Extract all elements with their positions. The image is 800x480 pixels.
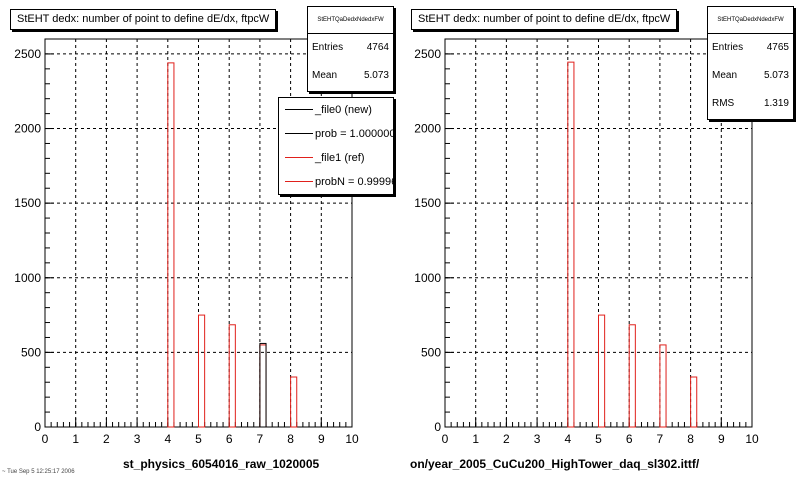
histogram-panel-2: 0 1 2 3 4 5 6 7 8 9 10 0 500 1000 1500 2000 2500 (414, 38, 759, 446)
legend-swatch (285, 109, 313, 110)
legend-label: prob = 1.000000 (315, 128, 394, 140)
stats-box-left: StEHTQaDedxNdedxFW Entries 4764 Mean 5.0… (307, 6, 394, 92)
x-tick-label: 3 (134, 432, 141, 446)
legend-swatch (285, 133, 313, 134)
stats-value: 1.319 (763, 98, 789, 109)
y-tick-label: 0 (34, 420, 41, 434)
x-tick-label: 10 (745, 432, 759, 446)
x-tick-label: 6 (626, 432, 633, 446)
x-tick-label: 7 (657, 432, 664, 446)
histogram-bin (198, 314, 206, 428)
x-tick-label: 7 (257, 432, 264, 446)
x-tick-label: 4 (164, 432, 171, 446)
stats-label: RMS (712, 98, 735, 109)
stats-row-rms: RMS 1.319 (708, 90, 793, 118)
histogram-bin (690, 376, 698, 428)
legend-entry: _file1 (ref) (279, 146, 393, 170)
stats-value: 5.073 (363, 70, 389, 81)
y-tick-label: 1000 (414, 271, 441, 285)
stats-row-entries: Entries 4764 (308, 34, 393, 62)
x-tick-label: 5 (595, 432, 602, 446)
x-tick-label: 3 (534, 432, 541, 446)
y-tick-label: 1500 (14, 196, 41, 210)
histogram-title-left: StEHT dedx: number of point to define dE… (10, 9, 277, 30)
stats-name: StEHTQaDedxNdedxFW (708, 7, 793, 34)
legend-entry: probN = 0.999962 (279, 170, 393, 194)
x-tick-label: 10 (345, 432, 359, 446)
stats-value: 4765 (766, 42, 789, 53)
stats-label: Entries (712, 42, 744, 53)
y-tick-label: 1000 (14, 271, 41, 285)
y-tick-label: 2500 (414, 47, 441, 61)
x-tick-label: 0 (42, 432, 49, 446)
histogram-bin (167, 62, 175, 428)
y-tick-label: 500 (21, 345, 41, 359)
stats-value: 5.073 (763, 70, 789, 81)
x-tick-label: 0 (442, 432, 449, 446)
stats-row-entries: Entries 4765 (708, 34, 793, 62)
y-tick-label: 2000 (14, 122, 41, 136)
stats-value: 4764 (366, 42, 389, 53)
x-tick-label: 6 (226, 432, 233, 446)
legend-swatch (285, 181, 313, 182)
x-tick-label: 4 (564, 432, 571, 446)
x-tick-label: 8 (287, 432, 294, 446)
file-label-right: on/year_2005_CuCu200_HighTower_daq_sl302… (410, 457, 700, 471)
x-tick-label: 8 (687, 432, 694, 446)
footer-timestamp: ~ Tue Sep 5 12:25:17 2006 (2, 469, 75, 475)
legend-swatch (285, 157, 313, 158)
histogram-title-right: StEHT dedx: number of point to define dE… (411, 9, 678, 30)
stats-box-right: StEHTQaDedxNdedxFW Entries 4765 Mean 5.0… (707, 6, 794, 120)
x-tick-label: 1 (72, 432, 79, 446)
legend-entry: prob = 1.000000 (279, 122, 393, 146)
y-tick-label: 2500 (14, 47, 41, 61)
histogram-bin (598, 314, 606, 428)
x-tick-label: 9 (718, 432, 725, 446)
legend-entry: _file0 (new) (279, 98, 393, 122)
legend-label: _file0 (new) (315, 104, 372, 116)
legend-box: _file0 (new) prob = 1.000000 _file1 (ref… (278, 97, 394, 195)
y-tick-label: 500 (421, 345, 441, 359)
legend-label: _file1 (ref) (315, 152, 365, 164)
x-tick-label: 5 (195, 432, 202, 446)
histogram-bin (628, 324, 636, 428)
y-tick-label: 0 (434, 420, 441, 434)
histogram-bin (228, 324, 236, 428)
legend-label: probN = 0.999962 (315, 176, 393, 188)
x-tick-label: 1 (472, 432, 479, 446)
histogram-bin (567, 61, 575, 428)
stats-label: Mean (312, 70, 338, 81)
stats-row-mean: Mean 5.073 (308, 62, 393, 90)
histogram-bin (290, 376, 298, 428)
y-tick-label: 2000 (414, 122, 441, 136)
x-tick-label: 2 (103, 432, 110, 446)
stats-name: StEHTQaDedxNdedxFW (308, 7, 393, 34)
histogram-bin (659, 344, 667, 428)
x-tick-label: 9 (318, 432, 325, 446)
histogram-bin (259, 342, 267, 428)
file-label-left: st_physics_6054016_raw_1020005 (123, 457, 320, 471)
stats-row-mean: Mean 5.073 (708, 62, 793, 90)
stats-label: Entries (312, 42, 344, 53)
stats-label: Mean (712, 70, 738, 81)
x-tick-label: 2 (503, 432, 510, 446)
y-tick-label: 1500 (414, 196, 441, 210)
